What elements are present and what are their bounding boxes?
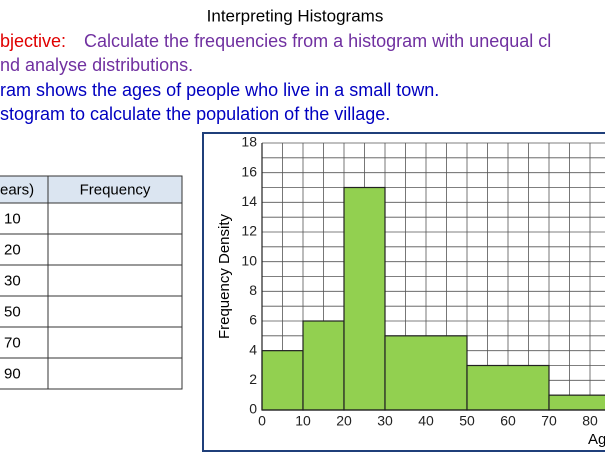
y-tick-label: 6 (249, 312, 257, 328)
table: ears) Frequency 10 20 30 50 70 90 (0, 175, 183, 390)
instruction: stogram to calculate the population of t… (0, 104, 390, 124)
table-header-bg (0, 175, 183, 204)
table-row (0, 233, 183, 266)
bar (302, 320, 345, 411)
slide-title: Interpreting Histograms (207, 6, 384, 25)
objective-label: bjective: (0, 31, 66, 51)
table-header: Frequency (80, 181, 151, 198)
y-tick-label: 2 (249, 371, 257, 387)
table-row (0, 357, 183, 390)
y-axis-label: Frequency Density (216, 213, 233, 339)
x-tick-label: 60 (500, 413, 516, 429)
y-tick-label: 18 (241, 134, 257, 150)
table-row (0, 202, 183, 235)
x-tick-label: 70 (541, 413, 557, 429)
bar (343, 186, 386, 411)
y-tick-label: 14 (241, 193, 257, 209)
y-tick-label: 10 (241, 252, 257, 268)
x-tick-label: 50 (459, 413, 475, 429)
x-tick-label: 80 (582, 413, 598, 429)
table-row (0, 295, 183, 328)
table-cell: 70 (4, 334, 21, 351)
x-axis-label: Ag (588, 431, 605, 448)
table-cell: 10 (4, 210, 21, 227)
table-header: ears) (0, 181, 34, 198)
y-tick-label: 4 (249, 341, 257, 357)
y-tick-label: 8 (249, 282, 257, 298)
table-cell: 50 (4, 303, 21, 320)
x-tick-label: 0 (258, 413, 266, 429)
table-cell: 90 (4, 365, 21, 382)
objective-text: nd analyse distributions. (0, 55, 193, 75)
x-tick-label: 40 (418, 413, 434, 429)
y-tick-label: 12 (241, 223, 257, 239)
y-tick-label: 16 (241, 163, 257, 179)
table-row (0, 264, 183, 297)
objective-text: Calculate the frequencies from a histogr… (84, 31, 551, 51)
y-tick-label: 0 (249, 401, 257, 417)
table-cell: 30 (4, 272, 21, 289)
bar (261, 350, 304, 411)
x-tick-label: 10 (295, 413, 311, 429)
x-tick-label: 20 (336, 413, 352, 429)
bar (548, 394, 605, 411)
bar (466, 364, 550, 411)
table-row (0, 326, 183, 359)
bar (384, 335, 468, 411)
x-tick-label: 30 (377, 413, 393, 429)
histogram: 0 2 4 6 8 10 12 14 16 18 0 10 20 30 40 50 60 70 80 Frequenc… (216, 134, 605, 448)
instruction: ram shows the ages of people who live in… (0, 80, 439, 100)
table-cell: 20 (4, 241, 21, 258)
